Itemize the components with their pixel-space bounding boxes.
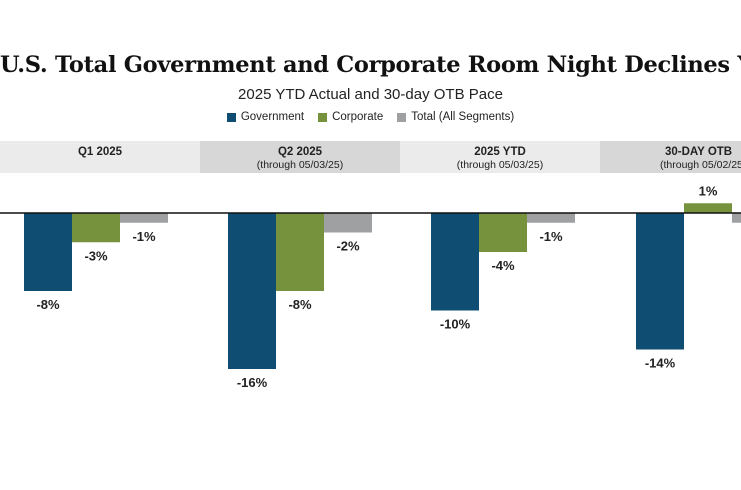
- bar-corporate: [479, 213, 527, 252]
- bar-total: [120, 213, 168, 223]
- data-label-government: -10%: [440, 317, 471, 332]
- chart-title: U.S. Total Government and Corporate Room…: [0, 52, 741, 78]
- bar-total: [324, 213, 372, 233]
- bar-total: [732, 213, 741, 223]
- category-sublabel: (through 05/02/25): [660, 159, 741, 171]
- chart-subtitle: 2025 YTD Actual and 30-day OTB Pace: [238, 86, 503, 103]
- data-label-corporate: -3%: [84, 248, 108, 263]
- category-band-q1: Q1 2025: [0, 141, 200, 173]
- category-label: 2025 YTD: [474, 146, 526, 158]
- legend-swatch-government: [226, 112, 236, 122]
- bar-government: [24, 213, 72, 291]
- category-sublabel: (through 05/03/25): [256, 159, 344, 171]
- data-label-corporate: -8%: [288, 297, 312, 312]
- bar-total: [527, 213, 575, 223]
- bar-corporate: [72, 213, 120, 243]
- legend-item-corporate: Corporate: [318, 111, 383, 123]
- legend-item-total: Total (All Segments): [397, 111, 514, 123]
- category-band-otb: 30-DAY OTB (through 05/02/25): [600, 141, 741, 173]
- category-band-q2: Q2 2025 (through 05/03/25): [200, 141, 400, 173]
- data-label-total: -1%: [132, 229, 156, 244]
- bar-government: [431, 213, 479, 311]
- bar-government: [636, 213, 684, 350]
- legend-label-corporate: Corporate: [332, 111, 384, 123]
- category-header-bands: Q1 2025 Q2 2025 (through 05/03/25) 2025 …: [0, 141, 741, 173]
- legend-label-government: Government: [240, 111, 305, 123]
- data-label-corporate: -4%: [491, 258, 515, 273]
- category-label: Q2 2025: [277, 146, 323, 158]
- chart-legend: Government Corporate Total (All Segments…: [0, 111, 741, 123]
- legend-label-total: Total (All Segments): [411, 111, 515, 123]
- category-label: Q1 2025: [77, 146, 123, 158]
- bar-corporate: [276, 213, 324, 291]
- data-label-government: -16%: [237, 375, 268, 390]
- bar-government: [228, 213, 276, 369]
- category-sublabel: (through 05/03/25): [456, 159, 544, 171]
- data-label-total: -2%: [336, 239, 360, 254]
- category-label: 30-DAY OTB: [665, 146, 733, 158]
- data-label-government: -8%: [36, 297, 60, 312]
- data-label-total: -1%: [539, 229, 563, 244]
- legend-item-government: Government: [226, 111, 305, 123]
- bar-corporate: [684, 203, 732, 213]
- category-band-ytd: 2025 YTD (through 05/03/25): [400, 141, 600, 173]
- legend-swatch-corporate: [318, 112, 328, 122]
- data-label-corporate: 1%: [699, 183, 718, 198]
- data-label-government: -14%: [645, 356, 676, 371]
- legend-swatch-total: [397, 112, 407, 122]
